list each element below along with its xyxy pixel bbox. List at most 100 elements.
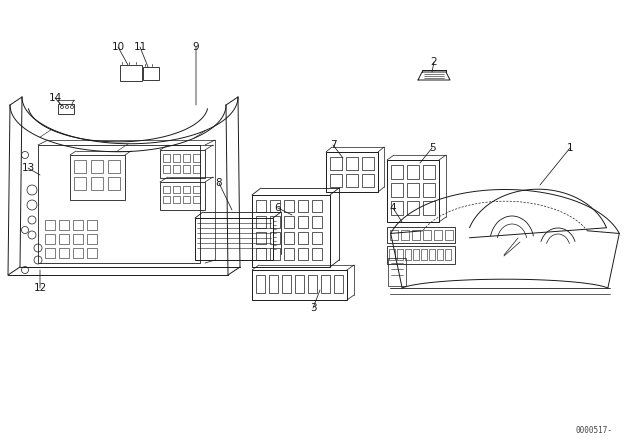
Bar [160,150,205,178]
Bar [87,248,97,258]
Bar [143,67,159,80]
Text: 13: 13 [21,163,35,173]
Bar [362,157,374,170]
Bar [252,270,347,300]
Bar [388,258,406,286]
Bar [423,183,435,197]
Bar [70,155,125,200]
Bar [421,249,427,260]
Bar [193,196,200,203]
Bar [312,248,322,260]
Bar [108,177,120,190]
Bar [423,165,435,179]
Bar [73,220,83,230]
Bar [256,275,265,293]
Text: 14: 14 [49,93,61,103]
Bar [163,165,170,173]
Bar [412,230,420,240]
Bar [58,104,74,114]
Bar [413,249,419,260]
Bar [312,216,322,228]
Bar [59,248,69,258]
Bar [401,230,409,240]
Bar [193,165,200,173]
Text: 10: 10 [111,42,125,52]
Bar [270,232,280,244]
Bar [87,220,97,230]
Bar [120,65,142,81]
Bar [321,275,330,293]
Text: 11: 11 [133,42,147,52]
Bar [74,177,86,190]
Bar [312,200,322,212]
Bar [423,201,435,215]
Bar [445,249,451,260]
Bar [387,227,455,243]
Bar [346,174,358,187]
Bar [173,196,180,203]
Bar [183,165,190,173]
Text: 4: 4 [390,203,396,213]
Bar [183,196,190,203]
Bar [445,230,453,240]
Bar [73,248,83,258]
Bar [193,186,200,193]
Bar [284,248,294,260]
Bar [407,165,419,179]
Bar [193,154,200,162]
Bar [298,216,308,228]
Bar [270,216,280,228]
Bar [73,234,83,244]
Bar [391,165,403,179]
Bar [163,186,170,193]
Text: 5: 5 [429,143,435,153]
Bar [256,200,266,212]
Text: 2: 2 [431,57,437,67]
Bar [91,160,103,173]
Text: 6: 6 [275,203,282,213]
Bar [173,186,180,193]
Bar [108,160,120,173]
Bar [59,234,69,244]
Text: 1: 1 [566,143,573,153]
Bar [270,200,280,212]
Bar [45,248,55,258]
Bar [173,165,180,173]
Bar [282,275,291,293]
Bar [397,249,403,260]
Bar [387,160,439,222]
Bar [256,216,266,228]
Bar [163,154,170,162]
Bar [256,248,266,260]
Text: 7: 7 [330,140,336,150]
Text: 0000517-: 0000517- [575,426,612,435]
Bar [45,234,55,244]
Text: 3: 3 [310,303,316,313]
Bar [405,249,411,260]
Bar [269,275,278,293]
Bar [295,275,304,293]
Bar [91,177,103,190]
Bar [390,230,398,240]
Bar [389,249,395,260]
Bar [429,249,435,260]
Bar [284,216,294,228]
Bar [391,183,403,197]
Bar [45,220,55,230]
Text: 9: 9 [193,42,199,52]
Bar [173,154,180,162]
Bar [334,275,343,293]
Bar [330,157,342,170]
Bar [163,196,170,203]
Bar [407,183,419,197]
Bar [434,230,442,240]
Bar [74,160,86,173]
Text: 12: 12 [33,283,47,293]
Bar [252,195,330,267]
Bar [59,220,69,230]
Bar [391,201,403,215]
Bar [183,186,190,193]
Bar [407,201,419,215]
Bar [326,152,378,192]
Bar [270,248,280,260]
